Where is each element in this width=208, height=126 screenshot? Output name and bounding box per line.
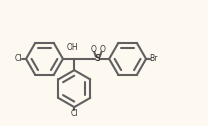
Text: Cl: Cl xyxy=(71,109,78,118)
Text: OH: OH xyxy=(66,43,78,52)
Text: O: O xyxy=(90,45,96,54)
Text: O: O xyxy=(99,45,105,54)
Text: S: S xyxy=(95,54,101,63)
Text: Br: Br xyxy=(149,54,157,63)
Text: Cl: Cl xyxy=(15,54,23,63)
